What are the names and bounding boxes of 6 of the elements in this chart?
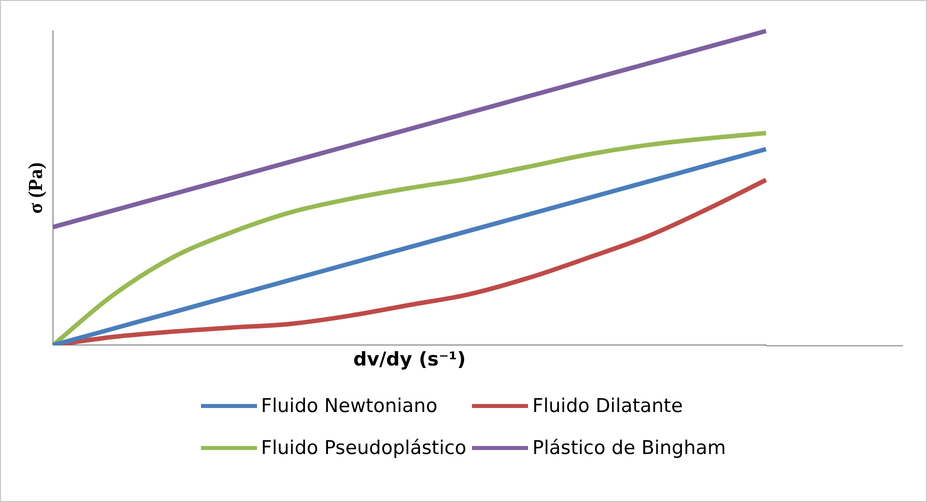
- legend-label: Fluido Pseudoplástico: [261, 437, 466, 459]
- y-axis-title: σ (Pa): [25, 162, 48, 214]
- x-axis-title: dv/dy (s⁻¹): [353, 348, 466, 371]
- legend-label: Fluido Newtoniano: [261, 395, 438, 417]
- legend-label: Plástico de Bingham: [532, 437, 726, 459]
- legend-label: Fluido Dilatante: [532, 395, 683, 417]
